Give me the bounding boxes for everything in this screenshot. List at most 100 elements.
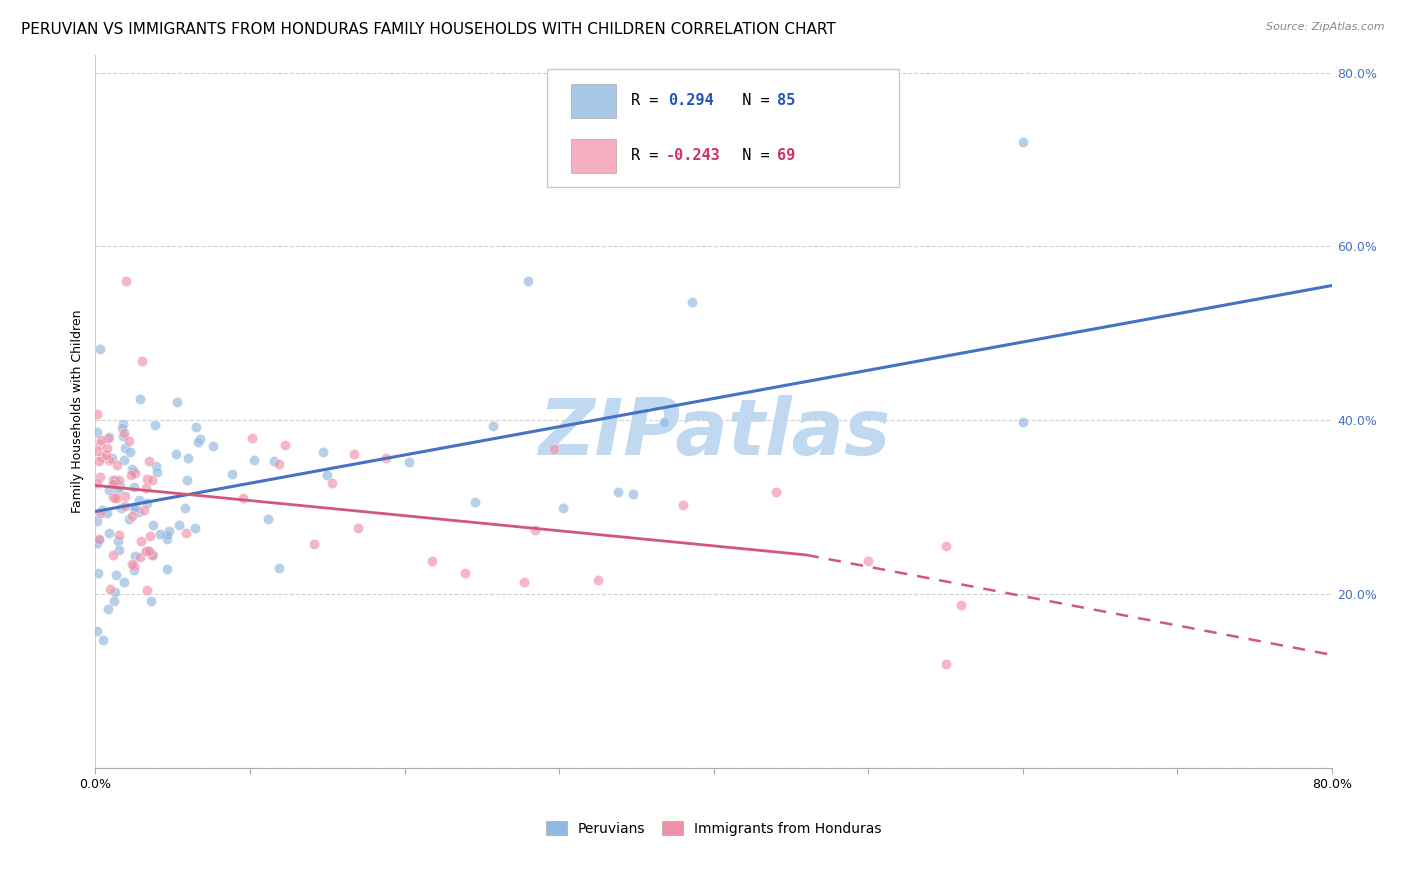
Point <box>101 477 124 491</box>
Point <box>141 548 163 562</box>
Point <box>128 505 150 519</box>
Point <box>103 473 125 487</box>
Point <box>167 517 190 532</box>
Point <box>157 524 180 538</box>
Point <box>105 458 128 472</box>
Point <box>517 274 540 288</box>
Point <box>347 521 370 535</box>
Point <box>177 451 200 466</box>
Point <box>935 657 957 671</box>
Point <box>375 450 398 465</box>
Point <box>221 467 243 481</box>
Point <box>107 473 129 487</box>
Point <box>166 394 188 409</box>
Point <box>128 550 150 565</box>
Point <box>97 526 120 541</box>
Point <box>343 447 366 461</box>
Point <box>312 445 335 459</box>
Point <box>269 457 291 471</box>
Point <box>98 452 121 467</box>
FancyBboxPatch shape <box>571 138 616 173</box>
Point <box>232 491 254 505</box>
Point <box>98 483 121 498</box>
Point <box>89 454 111 468</box>
Point <box>174 525 197 540</box>
Point <box>86 536 108 550</box>
Point <box>124 467 146 481</box>
Point <box>111 421 134 435</box>
Point <box>858 554 880 568</box>
Point <box>124 480 146 494</box>
Point <box>187 434 209 449</box>
Point <box>115 274 138 288</box>
Text: 0.294: 0.294 <box>668 94 714 108</box>
Point <box>156 528 179 542</box>
Point <box>86 408 108 422</box>
Point <box>87 533 110 547</box>
Point <box>124 559 146 574</box>
Point <box>120 468 142 483</box>
Point <box>121 508 143 523</box>
Point <box>149 527 172 541</box>
Point <box>104 491 127 505</box>
Point <box>89 342 111 356</box>
Point <box>91 633 114 648</box>
Point <box>156 562 179 576</box>
Text: PERUVIAN VS IMMIGRANTS FROM HONDURAS FAMILY HOUSEHOLDS WITH CHILDREN CORRELATION: PERUVIAN VS IMMIGRANTS FROM HONDURAS FAM… <box>21 22 835 37</box>
Point <box>681 294 703 309</box>
Point <box>551 500 574 515</box>
Point <box>112 426 135 441</box>
Point <box>142 517 165 532</box>
Point <box>274 438 297 452</box>
Point <box>145 459 167 474</box>
Point <box>124 500 146 515</box>
Point <box>122 563 145 577</box>
Point <box>136 472 159 486</box>
Point <box>97 431 120 445</box>
Point <box>86 425 108 440</box>
Point <box>105 568 128 582</box>
Point <box>122 464 145 478</box>
Point <box>155 533 177 547</box>
Point <box>122 502 145 516</box>
Point <box>420 553 443 567</box>
Text: Source: ZipAtlas.com: Source: ZipAtlas.com <box>1267 22 1385 32</box>
Point <box>672 498 695 512</box>
Point <box>142 548 165 562</box>
Point <box>107 483 129 497</box>
Point <box>105 491 128 505</box>
Point <box>543 442 565 457</box>
Text: 69: 69 <box>776 148 794 163</box>
Point <box>110 501 132 516</box>
Point <box>134 502 156 516</box>
Point <box>139 529 162 543</box>
Point <box>950 599 973 613</box>
Point <box>121 461 143 475</box>
Point <box>454 566 477 581</box>
Point <box>935 539 957 553</box>
Point <box>114 500 136 514</box>
Point <box>114 489 136 503</box>
Point <box>146 466 169 480</box>
Point <box>240 431 263 445</box>
Point <box>101 490 124 504</box>
Point <box>104 585 127 599</box>
Point <box>129 392 152 407</box>
Text: 85: 85 <box>776 94 794 108</box>
Point <box>135 582 157 597</box>
Point <box>86 476 108 491</box>
Point <box>90 433 112 447</box>
Point <box>101 548 124 562</box>
Point <box>87 533 110 547</box>
Point <box>201 439 224 453</box>
Point <box>103 593 125 607</box>
Point <box>98 582 121 596</box>
Point <box>398 455 420 469</box>
Point <box>104 474 127 488</box>
Point <box>174 500 197 515</box>
Point <box>124 549 146 563</box>
Point <box>86 624 108 638</box>
Point <box>267 560 290 574</box>
Point <box>101 451 124 466</box>
Point <box>121 557 143 571</box>
